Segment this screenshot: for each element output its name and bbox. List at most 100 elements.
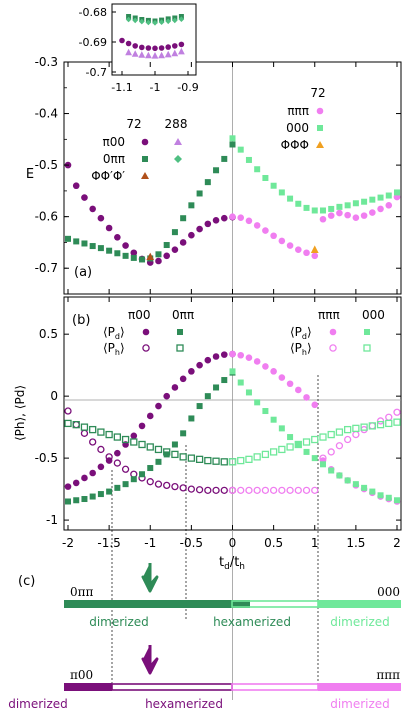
b-point-5-6	[278, 486, 286, 494]
legend-marker-pipipi	[316, 107, 324, 115]
legend-phiphi: ΦΦ′Φ′	[91, 169, 125, 183]
a-ytick-label-1: -0.4	[35, 107, 58, 121]
legend-b-left: π00 0ππ ⟨Pd⟩ ⟨Ph⟩	[103, 308, 194, 357]
b-point-4-8	[295, 386, 302, 394]
inset-point-1-6	[165, 18, 171, 25]
axis-ticks: -0.3 -0.4 -0.5 -0.6 -0.7 -2 -1.5 -1 -0.5 0 0.5 1 1.5…	[35, 6, 401, 550]
legend-b-marker-ph-000	[363, 344, 371, 352]
phase-bar-purple-hollow-left	[111, 683, 233, 691]
inset-point-1-2	[139, 18, 145, 25]
b-point-5-1	[237, 486, 245, 494]
legend-72-right: 72	[310, 86, 325, 100]
inset-xtick-label-2: -0.9	[177, 81, 198, 94]
legend-b-right: πππ 000 ⟨Pd⟩ ⟨Ph⟩	[290, 308, 385, 357]
b-point-1-11	[154, 480, 163, 488]
a-point-0-12	[163, 252, 170, 260]
a-point-1-11	[155, 251, 162, 258]
phase-arrow-green	[141, 563, 159, 593]
legend-marker-0pipi-288	[174, 155, 182, 163]
b-point-0-17	[204, 356, 212, 364]
inset-point-1-0	[125, 16, 132, 23]
b-point-4-0	[229, 350, 236, 358]
a-point-3-2	[245, 156, 252, 163]
b-point-4-7	[286, 380, 294, 388]
ph-sub-r: h	[302, 348, 307, 357]
b-xtick-label-1: -1.5	[97, 536, 120, 550]
a-point-2-9	[303, 249, 310, 257]
b-ytick-label-0: 0.5	[39, 327, 58, 341]
b-point-7-18	[376, 421, 385, 429]
pd-close: ⟩	[120, 325, 125, 339]
legend-marker-phiphi	[141, 172, 149, 179]
legend-marker-phiphiphi	[316, 141, 324, 148]
a-point-2-7	[286, 242, 294, 249]
b-point-3-10	[146, 443, 154, 451]
a-ytick-label-3: -0.6	[35, 210, 58, 224]
b-point-5-2	[245, 486, 253, 494]
legend-phiphiphi: ΦΦΦ	[281, 138, 309, 152]
a-point-3-11	[319, 207, 326, 214]
panel-b-xlabel: td/th	[219, 555, 245, 572]
b-point-5-12	[327, 448, 335, 456]
b-point-7-2	[245, 455, 253, 464]
b-ytick-label-1: 0	[50, 389, 58, 403]
legend-0pipi: 0ππ	[103, 152, 125, 166]
a-point-2-1	[237, 214, 245, 221]
a-point-2-4	[262, 227, 269, 234]
a-point-0-15	[188, 231, 195, 239]
a-point-3-5	[270, 182, 277, 189]
b-point-4-5	[270, 368, 277, 375]
b-point-2-6	[114, 484, 121, 491]
legend-b-ph-right: ⟨Ph⟩	[290, 341, 312, 357]
legend-b-marker-ph-pi00	[142, 344, 150, 352]
b-point-2-3	[89, 493, 96, 500]
legend-b-marker-pd-pipipi	[329, 328, 337, 336]
inset-point-1-3	[145, 19, 152, 26]
b-point-5-17	[368, 422, 376, 430]
b-ytick-label-2: -0.5	[35, 451, 58, 465]
b-point-7-0	[228, 458, 237, 466]
phase-green-lab1: dimerized	[89, 615, 149, 629]
b-point-5-15	[352, 430, 360, 439]
a-point-2-15	[352, 214, 360, 221]
b-point-3-13	[171, 450, 179, 459]
b-point-4-1	[237, 351, 245, 359]
a-point-2-19	[385, 202, 393, 209]
a-point-3-14	[344, 202, 351, 209]
a-point-1-17	[204, 179, 211, 186]
b-point-4-3	[253, 358, 261, 365]
b-point-4-10	[311, 401, 319, 409]
legend-b-000: 000	[362, 308, 385, 322]
panel-b-ylabel: ⟨Ph⟩, ⟨Pd⟩	[13, 385, 27, 441]
b-point-3-4	[97, 428, 105, 436]
a-point-0-17	[204, 220, 212, 228]
panel-b-label: (b)	[72, 313, 90, 328]
b-point-0-19	[220, 351, 228, 358]
b-point-3-6	[113, 433, 121, 441]
b-xtick-label-6: 1	[311, 536, 319, 550]
b-point-1-2	[80, 429, 89, 437]
b-point-6-5	[270, 416, 277, 423]
b-point-6-12	[328, 467, 335, 474]
ph-close-r: ⟩	[307, 341, 312, 355]
b-xtick-label-8: 2	[393, 536, 401, 550]
inset-point-3-7	[171, 49, 179, 57]
b-point-7-16	[360, 423, 368, 431]
a-point-1-13	[171, 229, 178, 236]
inset-point-2-6	[158, 45, 165, 51]
phase-purple-left-label: π00	[70, 668, 93, 682]
a-point-3-18	[377, 194, 384, 201]
legend-marker-0pipi-72	[142, 156, 148, 162]
b-point-0-9	[138, 422, 146, 430]
a-point-2-2	[245, 217, 253, 225]
b-point-7-11	[319, 433, 327, 441]
inset-ytick-label-0: -0.68	[79, 6, 107, 19]
b-point-5-9	[302, 486, 311, 494]
b-point-0-12	[163, 392, 170, 400]
a-point-1-5	[106, 247, 113, 254]
a-point-2-5	[270, 232, 277, 240]
legend-a-right: 72 πππ 000 ΦΦΦ	[281, 86, 326, 152]
phase-bar-purple-left	[64, 683, 112, 691]
b-point-1-17	[204, 486, 212, 494]
